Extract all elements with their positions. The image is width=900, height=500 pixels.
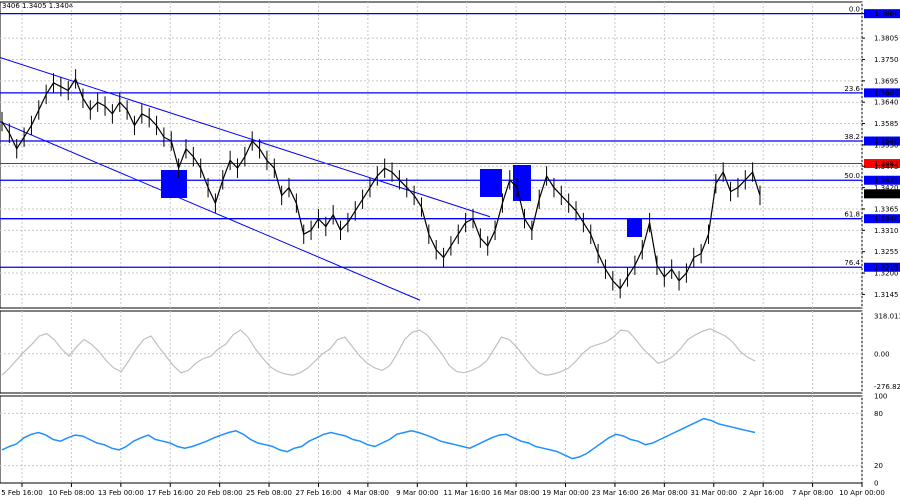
level-price-label: 1.3540 [874, 138, 899, 146]
channel-lower-line [0, 121, 421, 301]
trend-channel[interactable] [0, 57, 491, 301]
price-tick-label: 1.3420 [874, 184, 899, 192]
fib-levels[interactable]: 0.0 1.3868 23.6 1.3664 38.2 1.3540 50.0 1.3439 6… [0, 6, 900, 272]
fib-label: 38.2 [844, 133, 860, 141]
level-price-box [864, 175, 900, 185]
price-tick-label: 1.3585 [874, 120, 899, 128]
level-price-box [864, 9, 900, 19]
price-tick-label: 1.3640 [874, 99, 899, 107]
price-tick-label: 1.3200 [874, 270, 899, 278]
rsi-line [1, 417, 756, 460]
fib-label: 76.4 [844, 259, 860, 267]
level-price-box [864, 214, 900, 224]
grid-lines [0, 2, 863, 483]
rsi-tick-label: 80 [874, 410, 883, 418]
cci-tick-label: 0.00 [874, 350, 890, 358]
x-tick-label: 31 Mar 00:00 [690, 489, 737, 497]
level-price-label: 1.3439 [874, 177, 899, 185]
time-axis: 5 Feb 16:00 10 Feb 08:00 13 Feb 00:00 17 Fe… [1, 483, 885, 497]
level-price-label: 1.3868 [874, 10, 899, 18]
pane-frame-cci [0, 310, 863, 394]
cci-tick-label: -276.828 [874, 383, 900, 391]
cci-series [0, 328, 862, 376]
marker-box [161, 170, 187, 198]
level-price-label: 1.3215 [874, 264, 899, 272]
level-price-box [864, 262, 900, 272]
price-tick-label: 1.3750 [874, 56, 899, 64]
x-tick-label: 25 Feb 08:00 [246, 489, 292, 497]
x-tick-label: 7 Apr 08:00 [792, 489, 833, 497]
x-tick-label: 19 Mar 00:00 [542, 489, 589, 497]
price-series [1, 69, 761, 299]
x-tick-label: 11 Mar 16:00 [443, 489, 490, 497]
red-level-label: 1.3482 [874, 160, 899, 168]
pane-frame-price [0, 1, 863, 309]
x-tick-label: 13 Feb 00:00 [98, 489, 144, 497]
current-price-box [864, 189, 900, 199]
level-price-label: 1.3340 [874, 215, 899, 223]
rsi-tick-label: 100 [874, 393, 887, 401]
price-tick-label: 1.3145 [874, 291, 899, 299]
x-tick-label: 17 Feb 16:00 [147, 489, 193, 497]
rsi-tick-label: 0 [874, 480, 878, 488]
x-tick-label: 27 Feb 16:00 [296, 489, 342, 497]
marker-box [480, 169, 502, 197]
rsi-tick-label: 20 [874, 462, 883, 470]
rsi-series [0, 412, 862, 467]
fib-label: 23.6 [844, 85, 860, 93]
level-price-box [864, 88, 900, 98]
level-price-label: 1.3664 [874, 89, 899, 97]
current-price-label: 1.3404 [874, 190, 899, 198]
red-level-box [864, 159, 900, 169]
price-tick-label: 1.3310 [874, 227, 899, 235]
cci-tick-label: 318.013 [874, 312, 900, 320]
marker-box [513, 165, 531, 201]
price-tick-label: 1.3475 [874, 163, 899, 171]
price-tick-label: 1.3530 [874, 141, 899, 149]
x-tick-label: 10 Feb 08:00 [48, 489, 94, 497]
price-tick-label: 1.3805 [874, 35, 899, 43]
pane-frame-rsi [0, 395, 863, 484]
pane-frames [0, 1, 863, 484]
x-tick-label: 23 Mar 16:00 [592, 489, 639, 497]
channel-upper-line [0, 57, 491, 218]
x-tick-label: 5 Feb 16:00 [1, 489, 42, 497]
x-tick-label: 16 Mar 08:00 [493, 489, 540, 497]
cci-line [1, 328, 756, 376]
price-tick-label: 1.3868 [874, 10, 899, 18]
fib-label: 61.8 [844, 211, 860, 219]
symbol-info: 3406 1.3405 1.3404 [2, 2, 74, 10]
rsi-axis: 100 80 20 0 [874, 393, 887, 488]
x-tick-label: 2 Apr 16:00 [743, 489, 784, 497]
cci-axis: 318.013 0.00 -276.828 [874, 312, 900, 391]
price-line [1, 77, 761, 290]
marker-box [627, 219, 642, 237]
price-tick-label: 1.3255 [874, 248, 899, 256]
level-price-box [864, 136, 900, 146]
marker-boxes[interactable] [161, 165, 642, 237]
x-tick-label: 26 Mar 08:00 [641, 489, 688, 497]
price-tick-label: 1.3695 [874, 77, 899, 85]
price-axis: 1.3868 1.3805 1.3750 1.3695 1.3640 1.3585 1.35… [862, 10, 899, 299]
x-tick-label: 20 Feb 08:00 [197, 489, 243, 497]
price-tick-label: 1.3365 [874, 205, 899, 213]
fib-label: 50.0 [844, 172, 860, 180]
x-tick-label: 10 Apr 00:00 [839, 489, 885, 497]
x-tick-label: 4 Mar 08:00 [347, 489, 389, 497]
fib-label: 0.0 [849, 6, 860, 14]
x-tick-label: 9 Mar 00:00 [396, 489, 438, 497]
